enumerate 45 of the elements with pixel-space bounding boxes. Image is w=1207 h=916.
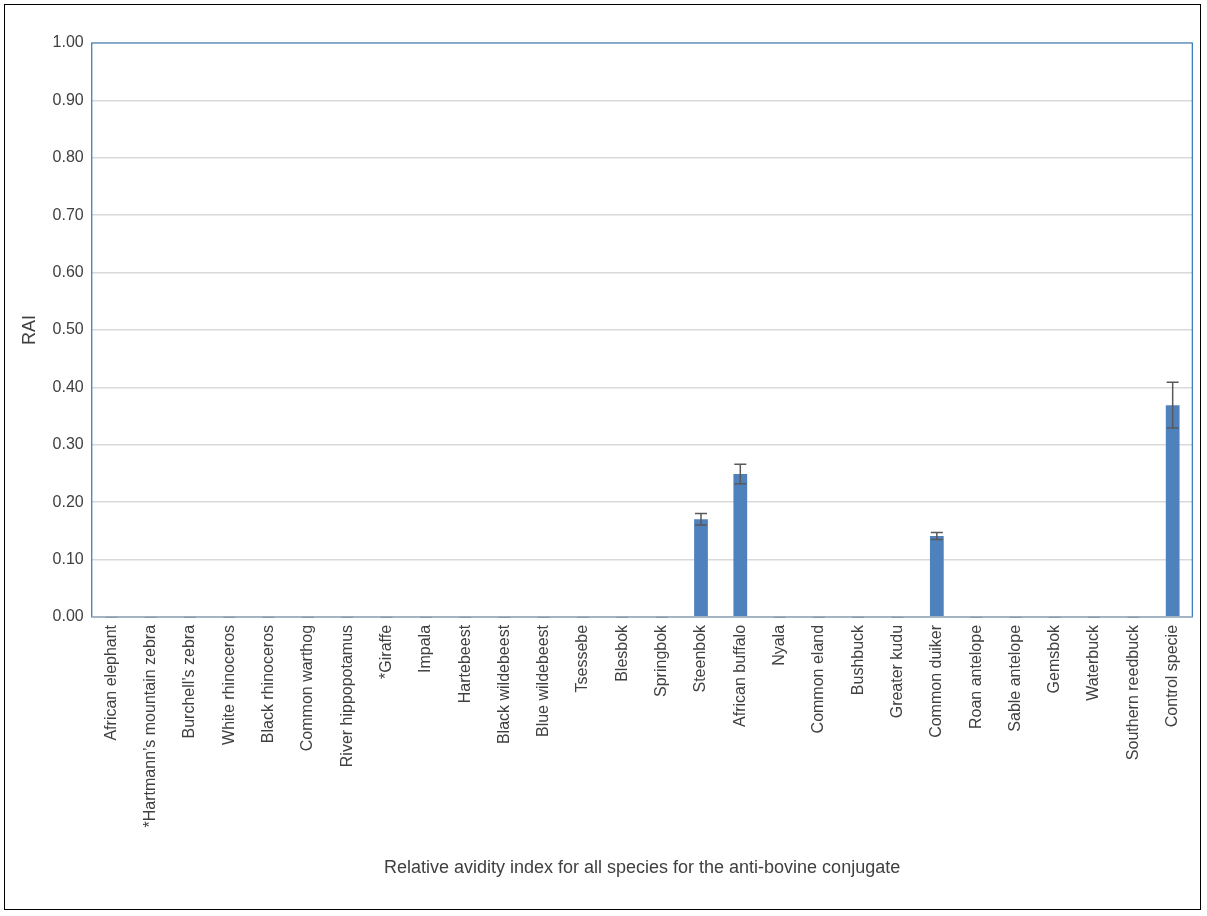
y-tick-label: 0.40: [52, 377, 84, 395]
y-tick-label: 0.60: [52, 262, 84, 280]
x-tick-label: Nyala: [770, 624, 788, 666]
x-tick-label: Common eland: [809, 624, 827, 734]
x-tick-label: Black rhinoceros: [259, 624, 277, 744]
y-tick-label: 0.50: [52, 320, 84, 338]
x-tick-label: River hippopotamus: [337, 624, 355, 768]
y-tick-label: 0.80: [52, 148, 84, 166]
y-tick-label: 0.10: [52, 549, 84, 567]
x-tick-label: Burchell’s zebra: [180, 624, 198, 739]
y-tick-label: 0.00: [52, 607, 84, 625]
bar: [1165, 405, 1180, 617]
x-tick-label: Sable antelope: [1005, 624, 1023, 732]
bar: [929, 536, 944, 617]
x-tick-label: Control specie: [1163, 624, 1181, 728]
x-tick-label: Blesbok: [612, 623, 630, 682]
bar: [694, 519, 708, 617]
y-axis-title: RAI: [18, 314, 39, 345]
x-tick-label: Common warthog: [298, 624, 316, 752]
x-tick-label: Springbok: [652, 623, 670, 697]
y-tick-label: 1.00: [52, 33, 84, 51]
x-tick-label: Impala: [416, 624, 434, 673]
x-tick-label: Steenbok: [691, 623, 709, 693]
x-tick-label: Tsessebe: [573, 624, 591, 693]
x-tick-label: Bushbuck: [848, 623, 866, 696]
y-tick-label: 0.30: [52, 435, 84, 453]
x-axis-title: Relative avidity index for all species for the anti-bovine conjugate: [383, 857, 901, 878]
x-tick-label: African elephant: [101, 624, 119, 741]
x-tick-label: White rhinoceros: [219, 624, 237, 745]
x-tick-label: Blue wildebeest: [534, 624, 552, 737]
y-tick-label: 0.70: [52, 205, 84, 223]
x-tick-label: African buffalo: [730, 624, 748, 727]
x-tick-label: *Giraffe: [376, 624, 394, 679]
x-tick-label: Hartebeest: [455, 624, 473, 704]
x-tick-label: Waterbuck: [1084, 623, 1102, 701]
x-tick-label: Common duiker: [927, 624, 945, 738]
x-tick-label: Greater kudu: [887, 624, 905, 719]
y-tick-label: 0.20: [52, 492, 84, 510]
x-tick-label: Gemsbok: [1045, 623, 1063, 694]
x-tick-label: Black wildebeest: [494, 624, 512, 745]
x-tick-label: Southern reedbuck: [1123, 623, 1141, 761]
x-tick-label: *Hartmann’s mountain zebra: [141, 624, 159, 828]
bar: [733, 474, 748, 617]
y-tick-label: 0.90: [52, 90, 84, 108]
x-tick-label: Roan antelope: [966, 624, 984, 730]
